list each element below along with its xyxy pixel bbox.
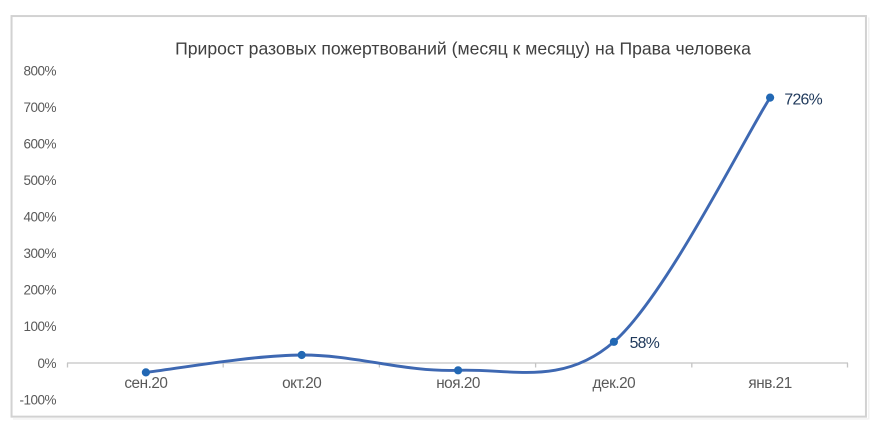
svg-text:700%: 700% [23,100,56,115]
svg-text:0%: 0% [37,356,56,371]
svg-text:800%: 800% [23,63,56,78]
svg-text:ноя.20: ноя.20 [436,375,480,392]
svg-text:дек.20: дек.20 [593,375,636,392]
svg-text:726%: 726% [784,92,822,109]
svg-text:сен.20: сен.20 [124,375,167,392]
svg-text:500%: 500% [23,173,56,188]
svg-text:600%: 600% [23,137,56,152]
svg-text:200%: 200% [23,283,56,298]
svg-text:100%: 100% [23,319,56,334]
svg-text:300%: 300% [23,246,56,261]
svg-text:58%: 58% [630,335,660,352]
svg-text:Прирост разовых пожертвований: Прирост разовых пожертвований (месяц к м… [175,39,751,59]
svg-text:400%: 400% [23,210,56,225]
svg-text:-100%: -100% [19,392,56,407]
svg-text:янв.21: янв.21 [748,375,791,392]
svg-text:окт.20: окт.20 [282,375,321,392]
